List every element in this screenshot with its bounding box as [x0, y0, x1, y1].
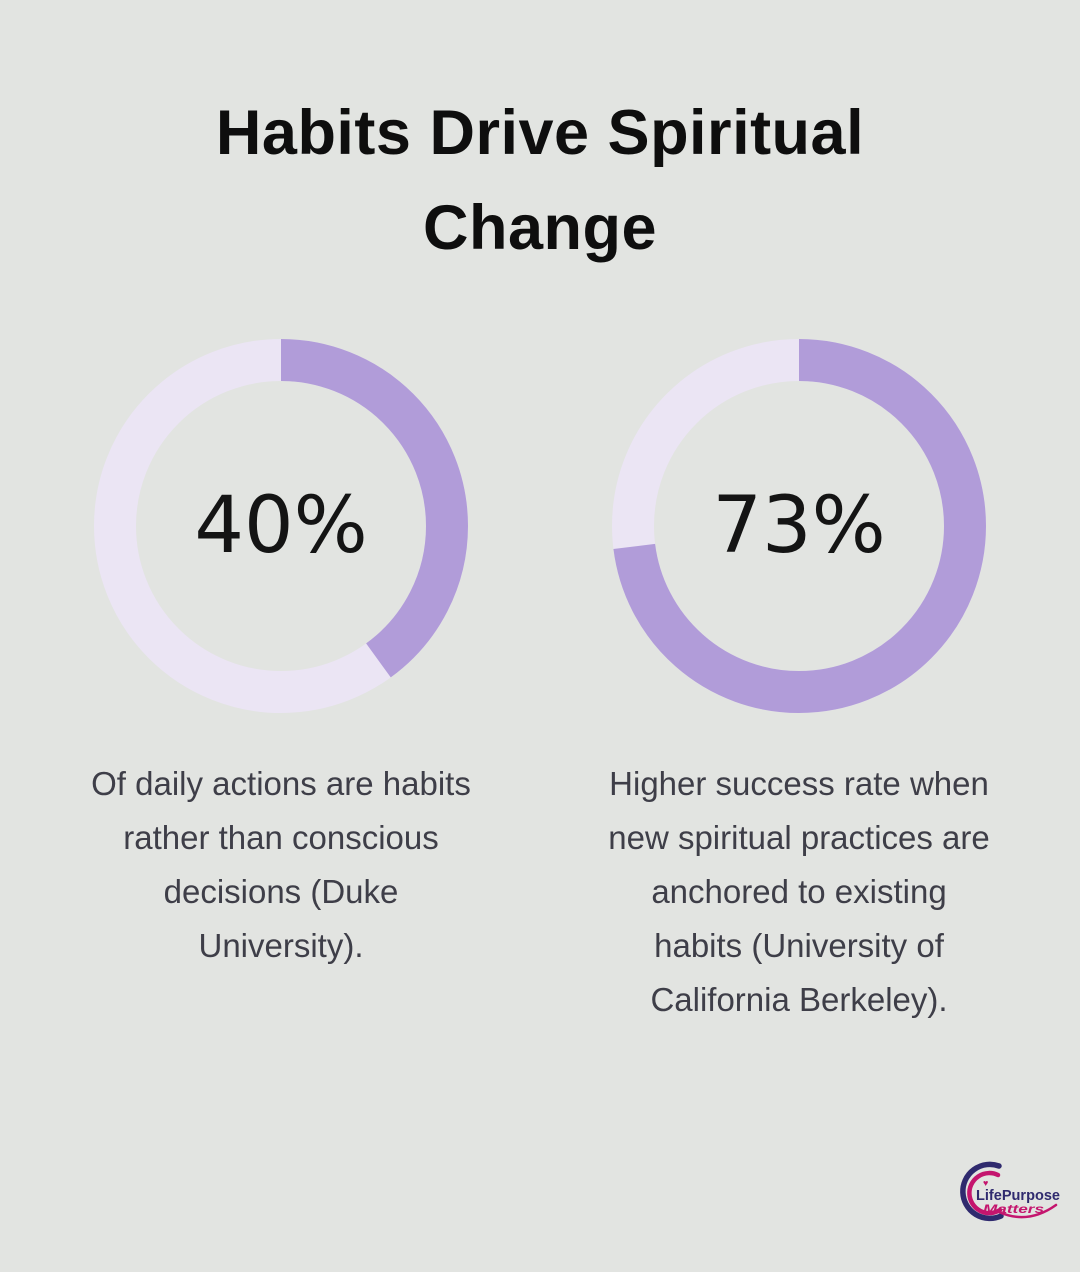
heart-icon: ♥ [983, 1178, 988, 1188]
logo-wordmark: LifePurpose [976, 1188, 1060, 1204]
donut-progress-arc [94, 339, 468, 713]
charts-row: 40% 73% [0, 339, 1080, 713]
donut-chart-73: 73% [612, 339, 986, 713]
donut-chart-73-svg [612, 339, 986, 713]
logo-tagline: Matters [983, 1204, 1044, 1216]
logo-crescent-inner-icon [967, 1170, 1003, 1216]
caption-chart-73: Higher success rate when new spiritual p… [608, 765, 990, 1019]
donut-chart-40: 40% [94, 339, 468, 713]
logo-swoosh-icon [997, 1203, 1058, 1219]
brand-logo: ♥ LifePurpose Matters [960, 1161, 1060, 1222]
donut-chart-40-svg [94, 339, 468, 713]
logo-crescent-outer-icon [960, 1161, 1004, 1222]
donut-percent-label: 73% [712, 481, 886, 571]
caption-chart-40: Of daily actions are habits rather than … [91, 765, 471, 965]
page-title: Habits Drive Spiritual Change [215, 98, 865, 263]
donut-progress-arc [612, 339, 986, 713]
donut-percent-label: 40% [194, 481, 368, 571]
captions-row: Of daily actions are habits rather than … [0, 757, 1080, 1028]
